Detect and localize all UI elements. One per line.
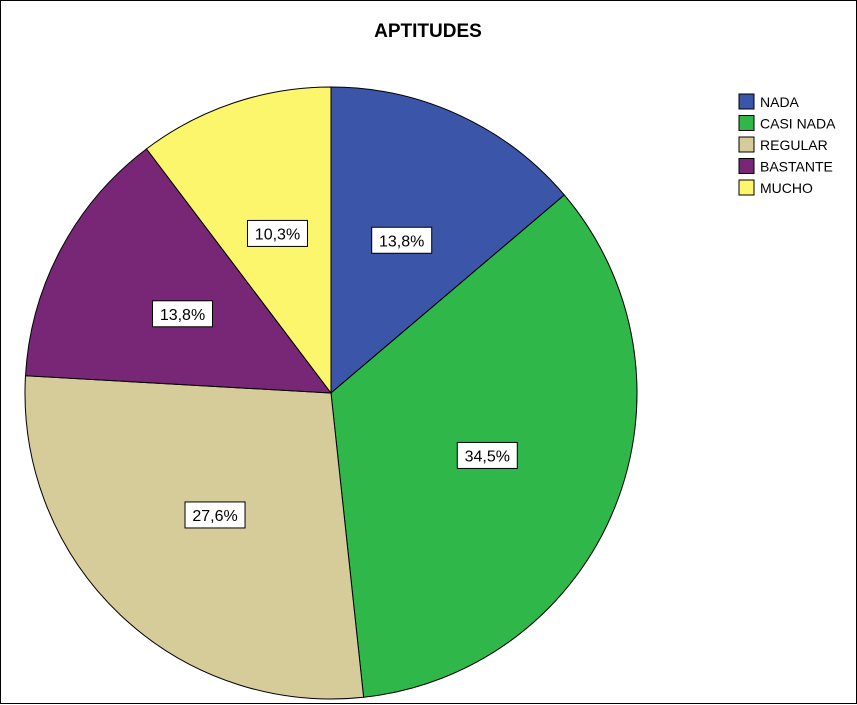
pie-slices [24, 86, 638, 700]
data-label-box [184, 501, 246, 529]
legend-item-nada: NADA [738, 93, 800, 110]
data-label-box [371, 226, 433, 254]
data-label-text: 13,8% [160, 307, 205, 324]
legend-swatch [738, 179, 755, 196]
legend-item-regular: REGULAR [738, 136, 828, 153]
legend-item-casi-nada: CASI NADA [738, 115, 836, 132]
legend-label: REGULAR [760, 137, 828, 153]
legend-label: MUCHO [760, 180, 813, 196]
data-label-text: 34,5% [465, 448, 510, 465]
legend-item-mucho: MUCHO [738, 179, 813, 196]
pie-slice-nada [330, 86, 566, 395]
data-label-bastante: 13,8% [152, 300, 214, 328]
legend-swatch [738, 115, 755, 131]
data-label-nada: 13,8% [371, 226, 433, 254]
legend-swatch [738, 158, 755, 174]
data-label-regular: 27,6% [184, 501, 246, 529]
data-label-casi-nada: 34,5% [456, 441, 518, 469]
data-label-box [456, 441, 518, 469]
legend-label: NADA [760, 94, 800, 110]
pie-slice-mucho [145, 86, 332, 395]
data-label-box [246, 219, 308, 247]
data-label-mucho: 10,3% [246, 219, 308, 247]
legend: NADA CASI NADA REGULAR BASTANTE MUCHO [738, 93, 836, 196]
data-label-box [152, 300, 214, 328]
legend-swatch [738, 136, 755, 153]
pie-slice-bastante [24, 148, 333, 394]
data-label-text: 27,6% [192, 508, 237, 525]
legend-label: BASTANTE [760, 159, 833, 175]
data-label-text: 10,3% [255, 226, 300, 243]
legend-label: CASI NADA [760, 116, 836, 132]
pie-slice-regular [24, 375, 365, 700]
data-label-text: 13,8% [379, 233, 424, 250]
slice-labels: 13,8% 34,5% 27,6% 13,8% 10,3% [152, 219, 518, 529]
chart-title: APTITUDES [374, 21, 482, 42]
legend-swatch [738, 93, 755, 110]
legend-item-bastante: BASTANTE [738, 158, 833, 175]
